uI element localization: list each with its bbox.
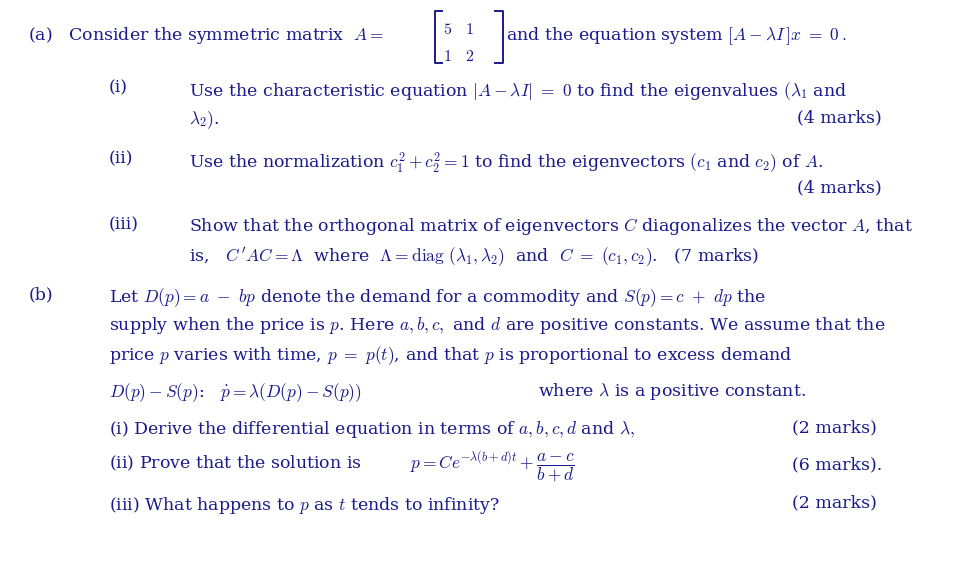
Text: is,   $C\,'AC = \Lambda$  where  $\Lambda = \mathrm{diag}\ (\lambda_1, \lambda_2: is, $C\,'AC = \Lambda$ where $\Lambda = … <box>188 245 758 269</box>
Text: (2 marks): (2 marks) <box>791 419 876 436</box>
Text: (6 marks).: (6 marks). <box>791 456 881 474</box>
Text: supply when the price is $p$. Here $a, b, c,$ and $d$ are positive constants. We: supply when the price is $p$. Here $a, b… <box>109 315 884 336</box>
Text: (iii): (iii) <box>109 216 138 233</box>
Text: (b): (b) <box>29 286 53 303</box>
Text: (i): (i) <box>109 80 128 97</box>
Text: (4 marks): (4 marks) <box>796 109 880 126</box>
Text: (a)   Consider the symmetric matrix  $A =$: (a) Consider the symmetric matrix $A =$ <box>29 25 384 46</box>
Text: and the equation system $[A - \lambda I\,]x \ = \ 0\,.$: and the equation system $[A - \lambda I\… <box>505 25 845 47</box>
Text: (i) Derive the differential equation in terms of $a, b, c, d$ and $\lambda,$: (i) Derive the differential equation in … <box>109 419 634 440</box>
Text: where $\lambda$ is a positive constant.: where $\lambda$ is a positive constant. <box>537 382 804 402</box>
Text: $5 \quad 1$: $5 \quad 1$ <box>443 21 474 38</box>
Text: (iii) What happens to $p$ as $t$ tends to infinity?: (iii) What happens to $p$ as $t$ tends t… <box>109 495 499 515</box>
Text: Show that the orthogonal matrix of eigenvectors $C$ diagonalizes the vector $A$,: Show that the orthogonal matrix of eigen… <box>188 216 912 237</box>
Text: $1 \quad 2$: $1 \quad 2$ <box>443 48 474 65</box>
Text: Let $D(p) = a \ - \ bp$ denote the demand for a commodity and $S(p) = c \ + \ dp: Let $D(p) = a \ - \ bp$ denote the deman… <box>109 286 765 309</box>
Text: $D(p) - S(p)$:   $\dot{p} = \lambda(D(p) - S(p))$: $D(p) - S(p)$: $\dot{p} = \lambda(D(p) -… <box>109 382 361 404</box>
Text: (4 marks): (4 marks) <box>796 180 880 197</box>
Text: (ii) Prove that the solution is         $p = Ce^{-\lambda(b+d)t} + \dfrac{a-c}{b: (ii) Prove that the solution is $p = Ce^… <box>109 450 574 484</box>
Text: Use the normalization $c_1^2 + c_2^2 = 1$ to find the eigenvectors $(c_1$ and $c: Use the normalization $c_1^2 + c_2^2 = 1… <box>188 150 822 175</box>
Text: (2 marks): (2 marks) <box>791 495 876 511</box>
Text: $\lambda_2)$.: $\lambda_2)$. <box>188 109 218 131</box>
Text: price $p$ varies with time, $p \ = \ p(t)$, and that $p$ is proportional to exce: price $p$ varies with time, $p \ = \ p(t… <box>109 344 791 367</box>
Text: (ii): (ii) <box>109 150 133 168</box>
Text: Use the characteristic equation $|A - \lambda I| \ = \ 0$ to find the eigenvalue: Use the characteristic equation $|A - \l… <box>188 80 846 102</box>
